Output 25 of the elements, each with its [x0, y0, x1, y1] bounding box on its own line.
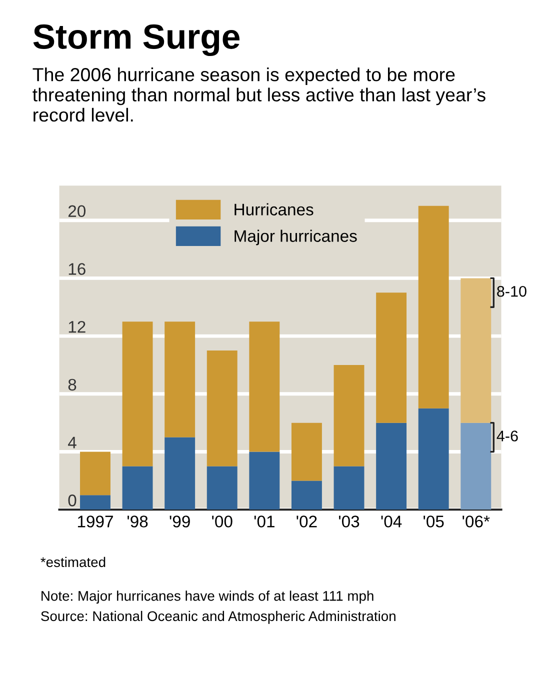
x-tick-label: 1997 [78, 516, 113, 528]
annotation: 8-10 [497, 286, 526, 297]
x-tick-label: '01 [254, 516, 274, 528]
chart-subtitle: The 2006 hurricane season is expected to be more threatening than normal but less active than last year’s record level. [32, 68, 486, 122]
x-tick-label: '98 [128, 516, 148, 528]
y-tick-label: 8 [68, 378, 76, 391]
x-tick-label: '00 [212, 516, 232, 528]
annotation: 4-6 [496, 430, 518, 442]
y-tick-label: 4 [68, 436, 76, 448]
x-tick-label: '04 [381, 516, 402, 528]
chart-title: Storm Surge [33, 24, 240, 56]
x-tick-label: '06* [462, 516, 490, 528]
text: Note: Major hurricanes have winds of at least 111 mph [42, 590, 374, 604]
x-tick-label: '99 [170, 516, 190, 528]
y-tick-label: 16 [68, 263, 86, 275]
y-tick-label: 20 [68, 205, 86, 218]
text: *estimated [40, 556, 106, 568]
source-note: Source: National Oceanic and Atmospheric Administration [41, 610, 396, 624]
legend-label: Major hurricanes [234, 230, 357, 246]
y-tick-label: 0 [68, 494, 76, 506]
x-tick-label: '05 [424, 516, 444, 528]
x-tick-label: '03 [338, 516, 360, 528]
legend-label: Hurricanes [234, 203, 314, 216]
y-tick-label: 12 [68, 320, 86, 333]
x-tick-label: '02 [296, 516, 317, 528]
